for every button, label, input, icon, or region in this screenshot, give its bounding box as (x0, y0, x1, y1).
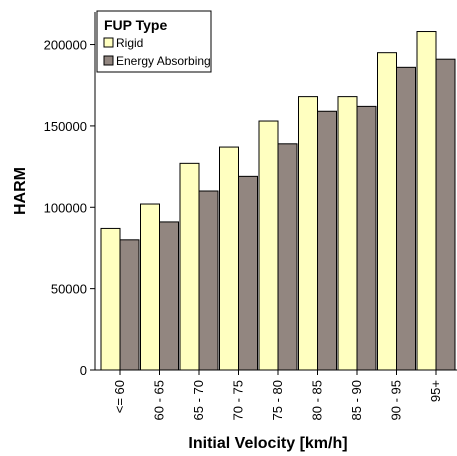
x-tick-label: 70 - 75 (231, 380, 246, 420)
legend-swatch-rigid (103, 37, 114, 48)
legend-label-rigid: Rigid (116, 36, 143, 50)
bar-rigid-7 (377, 52, 397, 371)
bar-rigid-8 (416, 31, 437, 371)
bar-rigid-1 (140, 203, 160, 371)
legend: FUP Type Rigid Energy Absorbing (96, 10, 212, 73)
x-tick-label: 85 - 90 (349, 380, 364, 420)
x-tick-label: 75 - 80 (270, 380, 285, 420)
y-tick-label: 0 (80, 363, 87, 378)
bar-rigid-2 (179, 162, 200, 371)
bar-energy-absorbing-4 (277, 143, 298, 371)
legend-label-energy-absorbing: Energy Absorbing (116, 54, 211, 68)
bar-energy-absorbing-1 (159, 221, 179, 371)
legend-swatch-energy-absorbing (103, 55, 114, 66)
x-tick-label: 90 - 95 (389, 380, 404, 420)
bar-energy-absorbing-2 (198, 190, 219, 371)
y-tick-label: 100000 (44, 200, 87, 215)
x-tick-label: 60 - 65 (152, 380, 167, 420)
x-tick-label: 65 - 70 (191, 380, 206, 420)
bar-energy-absorbing-3 (238, 175, 258, 371)
x-tick-label: <= 60 (112, 380, 127, 413)
bar-energy-absorbing-6 (356, 105, 377, 371)
bars-group (100, 31, 456, 371)
bar-rigid-4 (258, 120, 279, 371)
legend-title: FUP Type (104, 17, 167, 33)
y-tick-label: 200000 (44, 38, 87, 53)
x-axis-title: Initial Velocity [km/h] (188, 435, 347, 452)
bar-energy-absorbing-5 (317, 110, 337, 371)
y-ticks-group: 0 50000 100000 150000 200000 (44, 38, 95, 378)
bar-rigid-3 (219, 146, 239, 371)
y-tick-label: 150000 (44, 119, 87, 134)
bar-rigid-5 (298, 96, 318, 371)
y-tick-label: 50000 (51, 282, 87, 297)
bar-energy-absorbing-8 (435, 58, 456, 371)
x-tick-label: 95+ (428, 380, 443, 402)
bar-rigid-6 (337, 96, 358, 371)
bar-energy-absorbing-7 (396, 66, 416, 371)
x-tick-label: 80 - 85 (310, 380, 325, 420)
bar-rigid-0 (100, 227, 121, 371)
x-ticks-group: <= 60 60 - 65 65 - 70 70 - 75 75 - 80 80 - 85… (112, 370, 443, 420)
bar-energy-absorbing-0 (119, 239, 140, 371)
legend-box (96, 10, 212, 73)
y-axis-title: HARM (12, 167, 29, 215)
